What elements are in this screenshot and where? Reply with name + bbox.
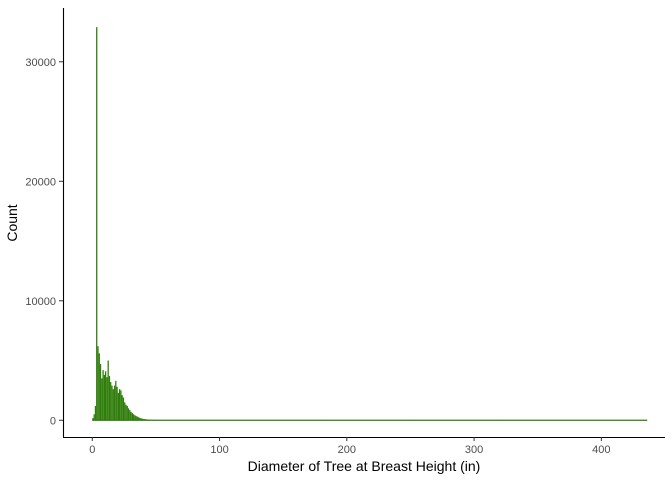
histogram-bar <box>115 380 117 421</box>
histogram-bar <box>117 392 119 421</box>
x-tick-label: 400 <box>592 444 610 456</box>
x-axis-title: Diameter of Tree at Breast Height (in) <box>248 458 481 474</box>
y-tick-label: 20000 <box>25 176 56 188</box>
histogram-bar <box>93 414 95 421</box>
histogram-bar <box>130 411 132 421</box>
x-tick-label: 0 <box>89 444 95 456</box>
histogram-bar <box>138 417 140 421</box>
x-axis-ticks: 0 100 200 300 400 <box>89 437 611 456</box>
histogram-bar <box>94 405 97 421</box>
histogram-bar <box>131 413 133 421</box>
histogram-bar <box>116 386 118 421</box>
histogram-bar <box>134 415 136 421</box>
histogram-bar <box>125 404 127 421</box>
histogram-bar <box>135 416 137 421</box>
histogram-bar <box>133 414 135 421</box>
histogram-bar <box>121 395 123 421</box>
histogram-bar <box>143 418 145 421</box>
histogram-bar <box>122 397 125 421</box>
histogram-bar <box>108 376 111 421</box>
histogram-bar <box>105 371 107 421</box>
histogram-bar <box>106 377 108 421</box>
histogram-bar <box>119 389 121 421</box>
y-tick-label: 0 <box>50 415 56 427</box>
histogram-bar <box>112 389 114 421</box>
y-axis-ticks: 0 10000 20000 30000 <box>25 57 63 427</box>
histogram-bar <box>98 353 100 421</box>
x-tick-label: 200 <box>338 444 356 456</box>
histogram-bar <box>141 418 144 421</box>
histogram-bar <box>139 417 141 421</box>
histogram-bars <box>92 27 648 421</box>
x-tick-label: 300 <box>465 444 483 456</box>
histogram-bar <box>129 410 131 421</box>
histogram-bar <box>102 370 104 421</box>
histogram-bar <box>120 390 122 421</box>
histogram-bar <box>96 27 98 421</box>
x-tick-label: 100 <box>210 444 228 456</box>
histogram-bar <box>107 360 109 421</box>
y-axis-title: Count <box>4 204 20 241</box>
histogram-bar <box>127 408 130 421</box>
histogram-bar <box>101 378 103 421</box>
histogram-bar <box>97 346 99 421</box>
y-tick-label: 30000 <box>25 57 56 69</box>
histogram-bar <box>113 385 116 421</box>
y-tick-label: 10000 <box>25 296 56 308</box>
histogram-bar <box>110 382 112 421</box>
histogram-bar <box>140 418 142 421</box>
histogram-bar <box>92 418 94 421</box>
histogram-bar <box>126 405 128 421</box>
histogram-bar <box>136 416 139 421</box>
histogram-bar <box>99 364 102 421</box>
histogram-bar <box>103 374 105 421</box>
histogram-bar <box>124 402 126 421</box>
histogram-bar <box>111 385 113 421</box>
